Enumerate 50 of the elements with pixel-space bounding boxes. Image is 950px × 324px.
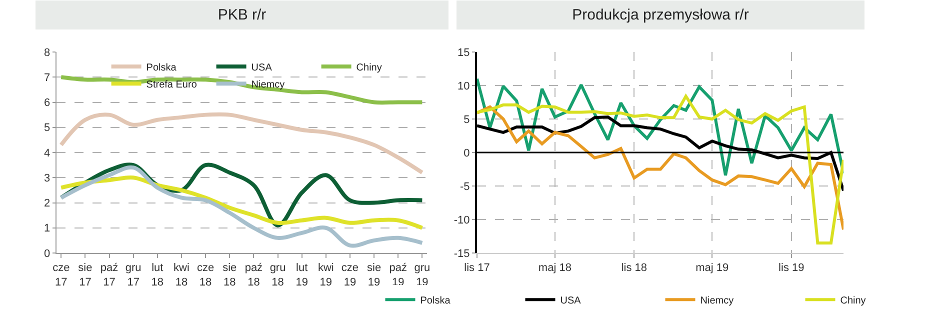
y-tick-label: 1 bbox=[44, 222, 50, 235]
x-tick-label: paź 17 bbox=[100, 262, 118, 288]
x-tick-label: cze 18 bbox=[196, 262, 214, 288]
x-tick-label: maj 18 bbox=[538, 262, 572, 274]
line-series bbox=[476, 105, 844, 232]
legend-label: Polska bbox=[420, 296, 451, 307]
line-series bbox=[59, 165, 424, 248]
y-tick-label: 0 bbox=[44, 248, 50, 260]
x-tick-label: gru 17 bbox=[125, 262, 142, 288]
y-tick-label: 8 bbox=[44, 46, 50, 59]
x-tick-label: lis 18 bbox=[621, 262, 648, 274]
y-tick-label: 10 bbox=[458, 80, 470, 92]
legend-label: Chiny bbox=[356, 62, 382, 74]
x-tick-label: kwi 18 bbox=[174, 262, 190, 288]
x-tick-label: kwi 19 bbox=[318, 262, 334, 288]
y-tick-label: 6 bbox=[44, 97, 50, 110]
y-tick-label: -10 bbox=[454, 214, 470, 226]
y-tick-label: -5 bbox=[460, 180, 470, 193]
line-series bbox=[59, 175, 424, 230]
x-tick-label: lut 19 bbox=[296, 262, 308, 288]
y-tick-label: 15 bbox=[458, 46, 470, 59]
y-tick-label: 7 bbox=[44, 72, 50, 84]
x-tick-label: lis 17 bbox=[464, 262, 490, 274]
chart-title: Produkcja przemysłowa r/r bbox=[572, 6, 749, 24]
x-tick-label: cze 17 bbox=[52, 262, 70, 288]
y-tick-label: -15 bbox=[454, 248, 470, 260]
y-tick-label: 3 bbox=[44, 172, 50, 184]
y-tick-label: 2 bbox=[44, 198, 50, 210]
x-tick-label: sie 19 bbox=[367, 262, 382, 288]
legend-label: USA bbox=[251, 62, 272, 74]
y-tick-label: 4 bbox=[44, 147, 50, 160]
x-tick-label: sie 18 bbox=[222, 262, 237, 288]
y-tick-label: 5 bbox=[44, 122, 50, 134]
chart-title: PKB r/r bbox=[218, 6, 266, 24]
x-tick-label: maj 19 bbox=[696, 262, 729, 274]
x-tick-label: sie 17 bbox=[78, 262, 92, 288]
line-series bbox=[59, 112, 424, 175]
y-tick-label: 0 bbox=[464, 147, 470, 160]
legend-label: Chiny bbox=[840, 296, 866, 307]
x-tick-label: lis 19 bbox=[778, 262, 804, 274]
x-tick-label: paź 18 bbox=[244, 262, 263, 288]
x-tick-label: lut 18 bbox=[151, 262, 164, 288]
legend-label: Strefa Euro bbox=[146, 79, 198, 90]
x-tick-label: cze 19 bbox=[341, 262, 359, 288]
x-tick-label: gru 18 bbox=[270, 262, 286, 288]
legend-label: Niemcy bbox=[700, 296, 734, 307]
legend-label: USA bbox=[560, 296, 582, 307]
y-tick-label: 5 bbox=[464, 114, 470, 126]
line-series bbox=[476, 94, 844, 244]
legend-label: Polska bbox=[146, 62, 177, 74]
